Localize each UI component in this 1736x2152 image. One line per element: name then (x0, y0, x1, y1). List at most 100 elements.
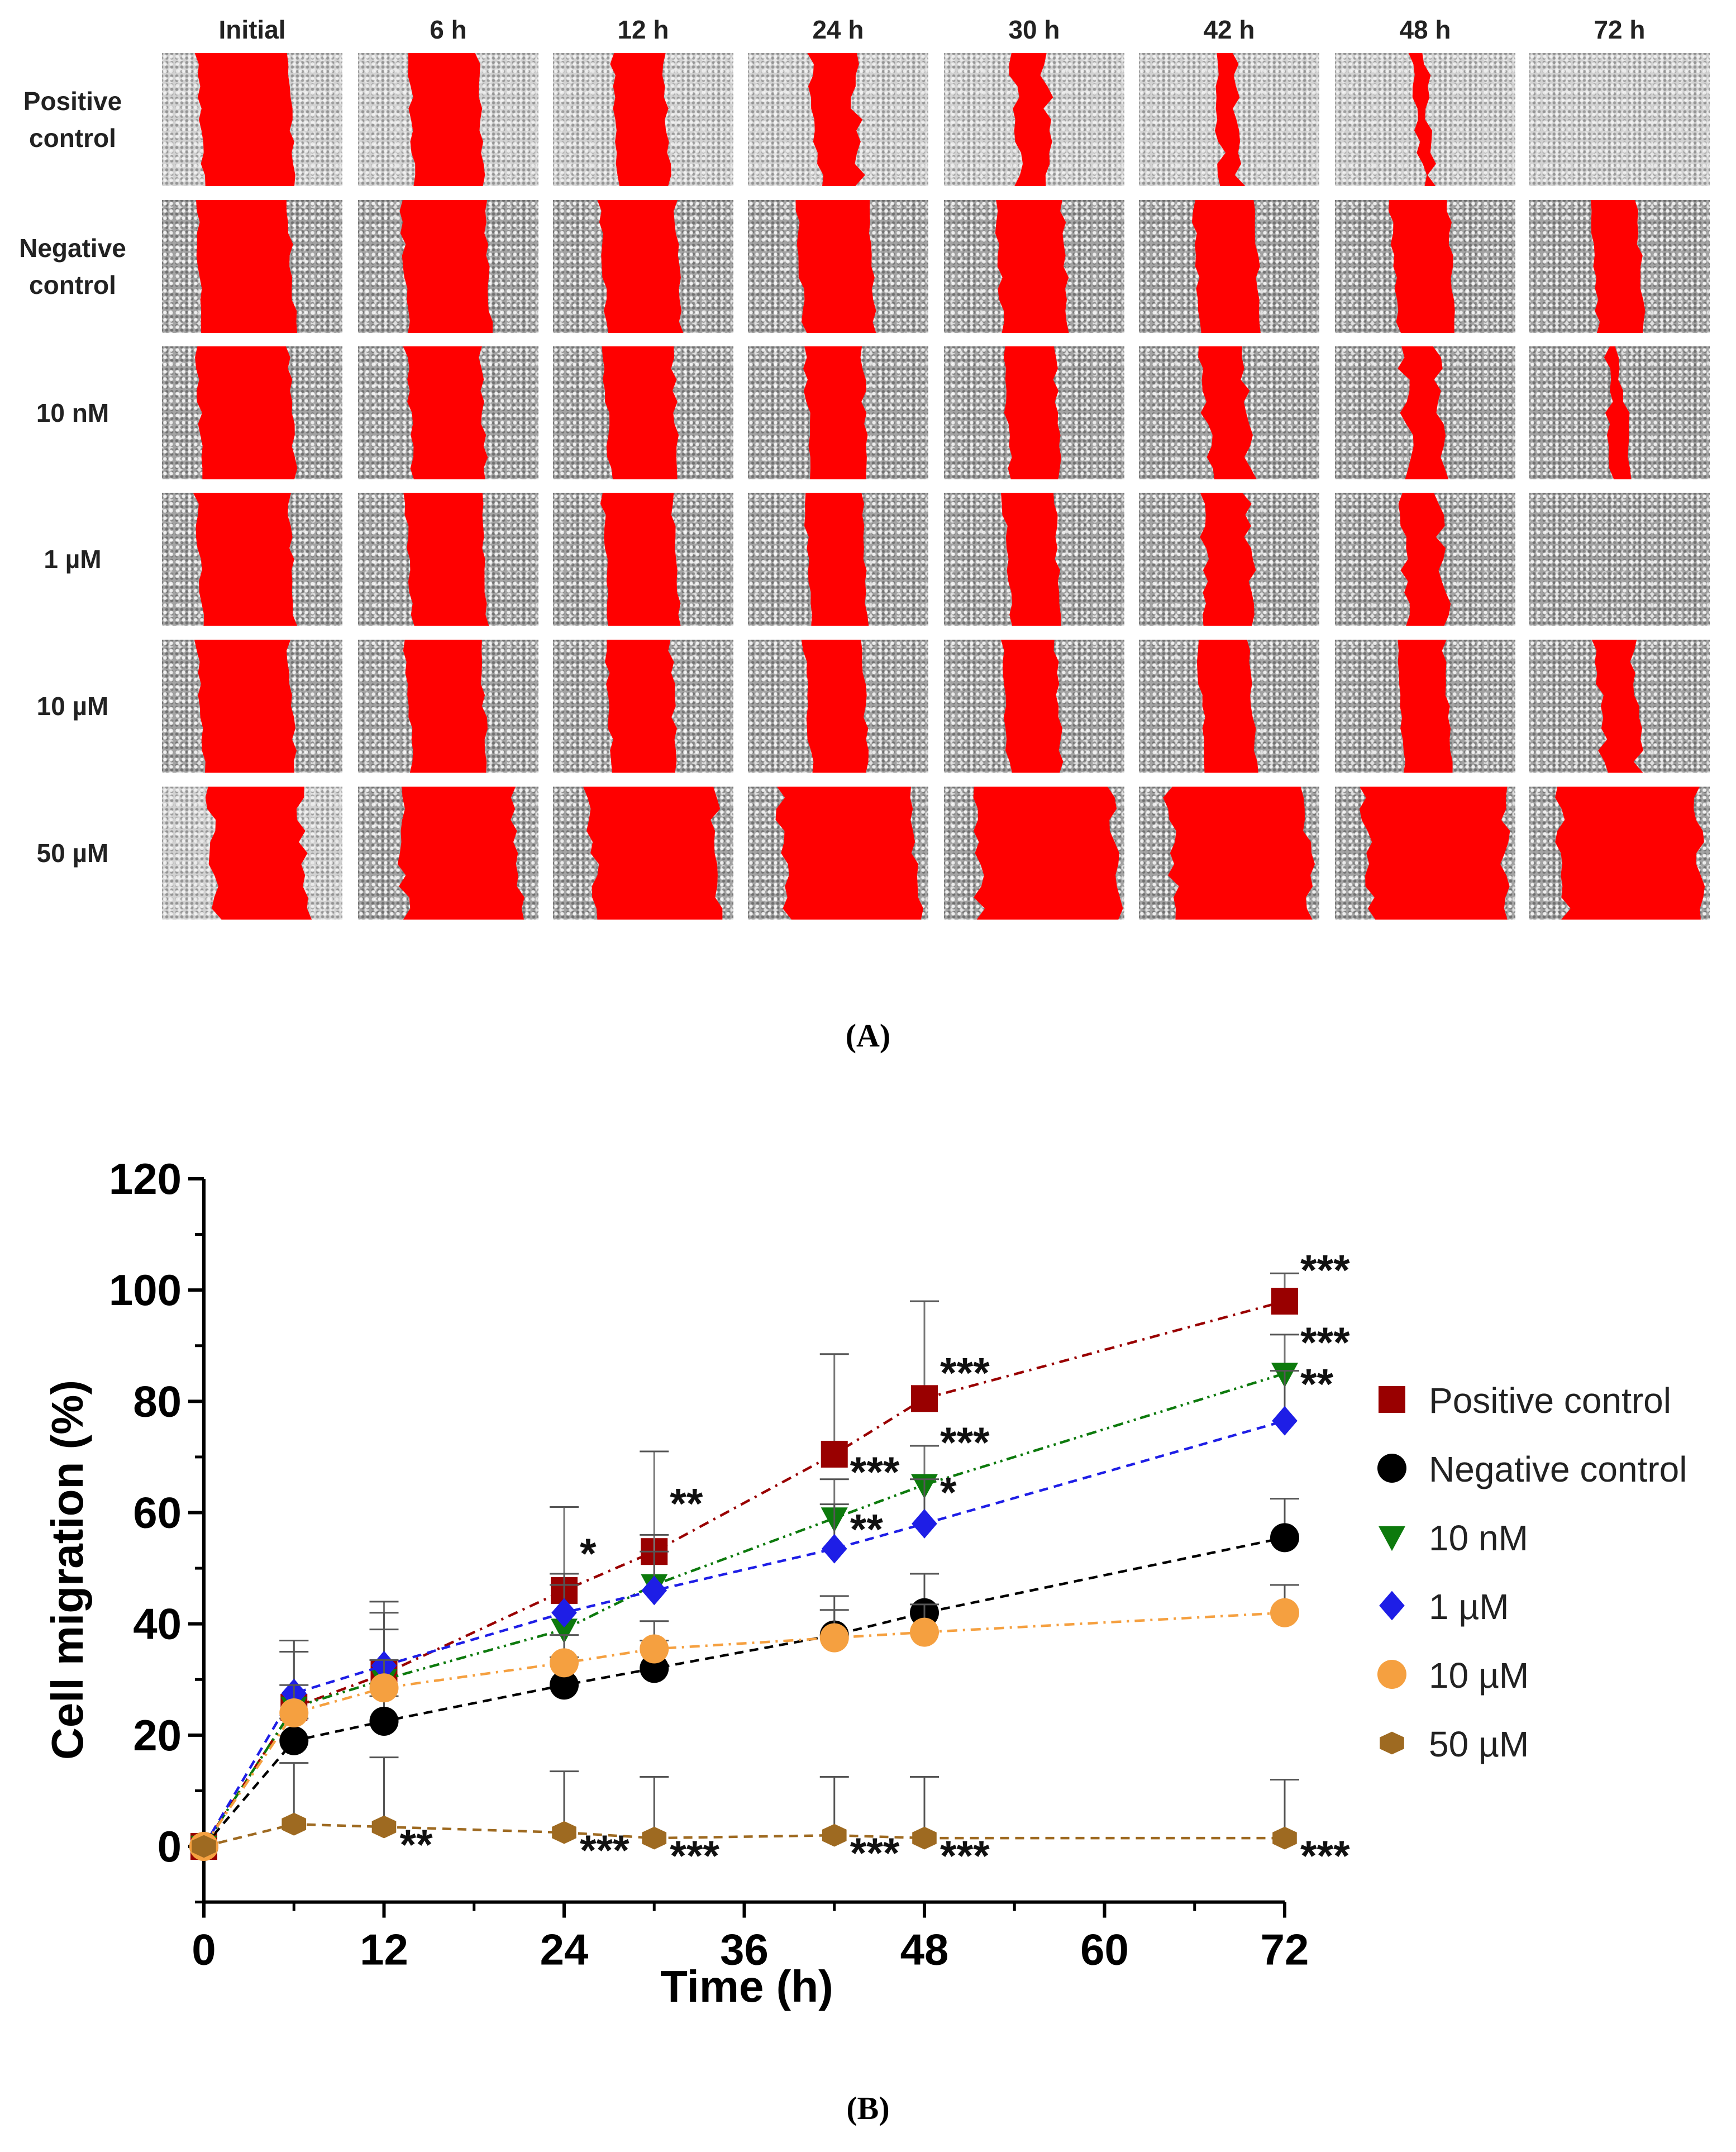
timepoint-header: 12 h (617, 15, 669, 44)
wound-image-tile (553, 787, 733, 920)
wound-image-tile (748, 640, 928, 773)
legend-marker (1377, 1660, 1406, 1689)
series-line (203, 1420, 1285, 1848)
wound-area (1388, 200, 1455, 333)
wound-healing-image-grid: Initial 6 h 12 h 24 h 30 h 42 h 48 h 72 h Posit… (0, 0, 1736, 939)
data-point (642, 1826, 667, 1850)
wound-area (1163, 787, 1315, 920)
legend-label: 50 µM (1429, 1724, 1529, 1764)
wound-image-tile (944, 787, 1124, 920)
wound-image-tile (162, 640, 342, 773)
wound-image-tile (1139, 200, 1319, 333)
significance-label: *** (1300, 1246, 1350, 1294)
wound-image-tile (553, 200, 733, 333)
wound-image-tile (748, 53, 928, 186)
wound-area (804, 493, 869, 626)
wound-gap-overlay (194, 640, 297, 773)
condition-label: Positive control (0, 53, 145, 186)
significance-label: ** (400, 1821, 433, 1869)
condition-label: Negative control (0, 200, 145, 333)
y-tick-label: 80 (133, 1377, 182, 1426)
wound-image-tile (1335, 53, 1515, 186)
significance-label: *** (1300, 1832, 1350, 1880)
chart-axes: 0 20 40 60 80 100 120 0 12 24 36 48 60 72 (109, 1154, 1309, 1974)
chart-series: ************************* *** *** *** *** *** (189, 1246, 1350, 1880)
wound-image-tile (944, 200, 1124, 333)
wound-image-tile (553, 53, 733, 186)
significance-label: * (940, 1469, 957, 1517)
data-point (282, 1812, 307, 1836)
data-point (1270, 1598, 1299, 1627)
wound-area (1591, 640, 1644, 773)
wound-image-tile (553, 346, 733, 479)
wound-image-tile (1139, 493, 1319, 626)
wound-gap-overlay (399, 200, 493, 333)
timepoint-header: 24 h (812, 15, 864, 44)
wound-area (1198, 346, 1257, 479)
significance-label: *** (940, 1419, 990, 1467)
data-point (912, 1509, 937, 1539)
wound-gap-overlay (1360, 787, 1510, 920)
wound-area (807, 53, 865, 186)
data-point (369, 1706, 399, 1736)
data-point (819, 1623, 849, 1653)
y-tick-label: 40 (133, 1599, 182, 1649)
data-point (1271, 1288, 1298, 1315)
wound-area (583, 787, 723, 920)
legend-item: 10 nM (1379, 1518, 1528, 1558)
legend-label: Positive control (1429, 1380, 1671, 1421)
wound-image-tile (162, 346, 342, 479)
data-point (1270, 1523, 1299, 1553)
wound-gap-overlay (1555, 787, 1705, 920)
wound-gap-overlay (1200, 493, 1256, 626)
data-point (279, 1726, 309, 1755)
wound-area (604, 640, 677, 773)
condition-label: 10 µM (0, 640, 145, 773)
timepoint-header: 48 h (1399, 15, 1451, 44)
wound-gap-overlay (1591, 640, 1644, 773)
wound-gap-overlay (803, 346, 868, 479)
timepoint-header: Initial (218, 15, 286, 44)
wound-image-tile (1529, 200, 1710, 333)
wound-area (194, 53, 295, 186)
condition-label: 10 nM (0, 346, 145, 479)
wound-gap-overlay (1191, 200, 1261, 333)
wound-gap-overlay (604, 640, 677, 773)
condition-label: 50 µM (0, 787, 145, 920)
cell-texture (1529, 53, 1710, 186)
significance-label: ** (850, 1506, 884, 1553)
x-tick-label: 12 (360, 1925, 408, 1974)
wound-image-tile (553, 640, 733, 773)
y-tick-label: 100 (109, 1265, 182, 1315)
significance-label: * (580, 1530, 597, 1578)
wound-gap-overlay (602, 346, 679, 479)
chart-legend: Positive control Negative control 10 nM 1 µ… (1377, 1380, 1687, 1764)
significance-label: *** (1300, 1319, 1350, 1367)
wound-image-tile (1335, 640, 1515, 773)
data-point (550, 1670, 579, 1700)
wound-image-tile (748, 787, 928, 920)
wound-image-tile (1139, 640, 1319, 773)
wound-gap-overlay (597, 200, 684, 333)
wound-image-tile (944, 53, 1124, 186)
series-line (203, 1299, 1285, 1848)
wound-gap-overlay (403, 493, 489, 626)
wound-area (194, 640, 297, 773)
condition-label-text: Positive control (23, 87, 122, 153)
wound-image-tile (1529, 640, 1710, 773)
wound-area (1590, 200, 1646, 333)
x-tick-label: 36 (720, 1925, 769, 1974)
wound-area (403, 493, 489, 626)
wound-gap-overlay (1398, 640, 1453, 773)
data-point (910, 1617, 939, 1647)
wound-area (196, 200, 297, 333)
wound-gap-overlay (403, 640, 488, 773)
wound-gap-overlay (1163, 787, 1315, 920)
data-point (912, 1826, 937, 1850)
wound-gap-overlay (1215, 53, 1246, 186)
wound-gap-overlay (1398, 346, 1449, 479)
wound-image-tile (358, 493, 538, 626)
legend-marker (1377, 1454, 1406, 1483)
wound-gap-overlay (397, 787, 524, 920)
